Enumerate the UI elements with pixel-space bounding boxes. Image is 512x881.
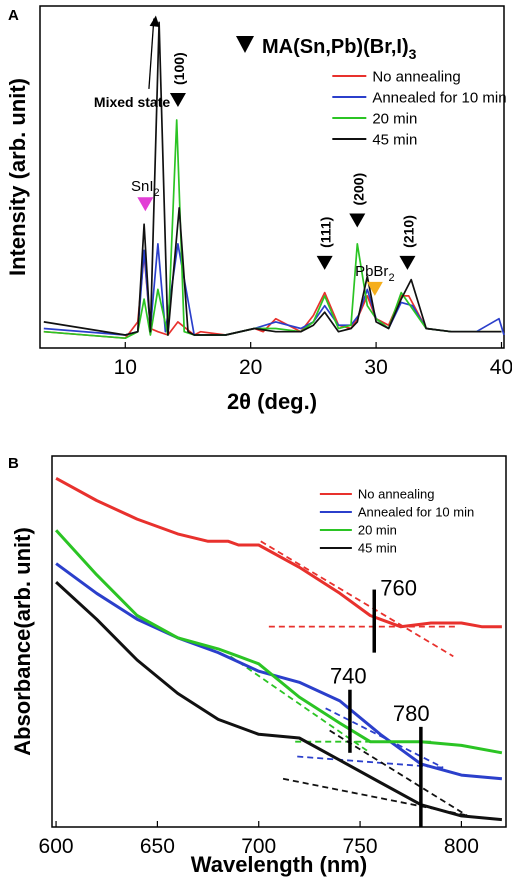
- series-line-2: [43, 119, 502, 340]
- legend-entry: 20 min: [372, 110, 417, 127]
- wavelength-marker-label: 780: [393, 701, 430, 726]
- title-triangle-icon: [236, 36, 254, 53]
- wavelength-marker-label: 760: [380, 576, 417, 601]
- x-axis-label: 2θ (deg.): [227, 389, 317, 414]
- legend-entry: 20 min: [358, 523, 397, 538]
- peak-marker-icon: [316, 255, 333, 270]
- tangent-fit-line: [297, 755, 444, 769]
- peak-label: (111): [318, 217, 334, 248]
- series-line-1: [55, 562, 503, 781]
- tangent-fit-line: [282, 777, 470, 817]
- phase-label: SnI2: [131, 178, 160, 199]
- tangent-fit-line: [229, 655, 371, 754]
- series-line-0: [43, 252, 502, 340]
- legend-entry: 45 min: [358, 541, 397, 556]
- peak-marker-icon: [169, 92, 186, 107]
- x-axis-label: Wavelength (nm): [191, 852, 367, 877]
- y-axis-label: Absorbance(arb. unit): [10, 527, 35, 756]
- panel-a: A 10 20 30 40 2θ (deg.) Intensity (arb. unit) N…: [5, 5, 512, 414]
- series-line-3: [43, 21, 502, 336]
- peak-marker-icon: [366, 281, 383, 296]
- panel-label: B: [8, 455, 19, 472]
- series-line-3: [55, 580, 503, 822]
- x-tick-label: 700: [241, 835, 276, 858]
- series-line-1: [43, 242, 505, 336]
- y-axis-label: Intensity (arb. unit): [5, 78, 30, 276]
- peak-label: (100): [171, 52, 187, 85]
- wavelength-marker-label: 740: [330, 664, 367, 689]
- x-tick-label: 20: [239, 356, 262, 379]
- legend-entry: No annealing: [372, 68, 460, 85]
- peak-marker-icon: [399, 255, 416, 270]
- x-tick-label: 650: [140, 835, 175, 858]
- legend-entry: Annealed for 10 min: [372, 89, 506, 106]
- x-tick-label: 800: [444, 835, 479, 858]
- peak-marker-icon: [349, 213, 366, 228]
- chart-title: MA(Sn,Pb)(Br,I)3: [262, 36, 417, 62]
- legend-entry: 45 min: [372, 131, 417, 148]
- series-line-0: [55, 476, 502, 629]
- peak-marker-icon: [137, 197, 154, 212]
- legend-entry: No annealing: [358, 487, 435, 502]
- plot-frame: [51, 455, 507, 828]
- x-tick-label: 40: [490, 356, 512, 379]
- tangent-fit-line: [260, 540, 454, 658]
- peak-label: (210): [400, 215, 416, 248]
- peak-label: (200): [350, 173, 366, 206]
- legend-entry: Annealed for 10 min: [358, 505, 474, 520]
- x-tick-label: 600: [39, 835, 74, 858]
- annotation-text: Mixed state: [94, 94, 170, 110]
- annotation-arrow: [148, 18, 155, 90]
- x-tick-label: 10: [114, 356, 137, 379]
- x-tick-label: 750: [343, 835, 378, 858]
- plot-frame: [39, 5, 505, 349]
- phase-label: PbBr2: [355, 263, 394, 284]
- arrowhead-icon: [149, 15, 160, 28]
- panel-b: B 600 650 700 750 800 Wavelength (nm) Absorbanc…: [8, 455, 507, 877]
- tangent-fit-line: [329, 729, 468, 817]
- panel-label: A: [8, 7, 19, 24]
- series-line-2: [54, 529, 503, 755]
- x-tick-label: 30: [364, 356, 387, 379]
